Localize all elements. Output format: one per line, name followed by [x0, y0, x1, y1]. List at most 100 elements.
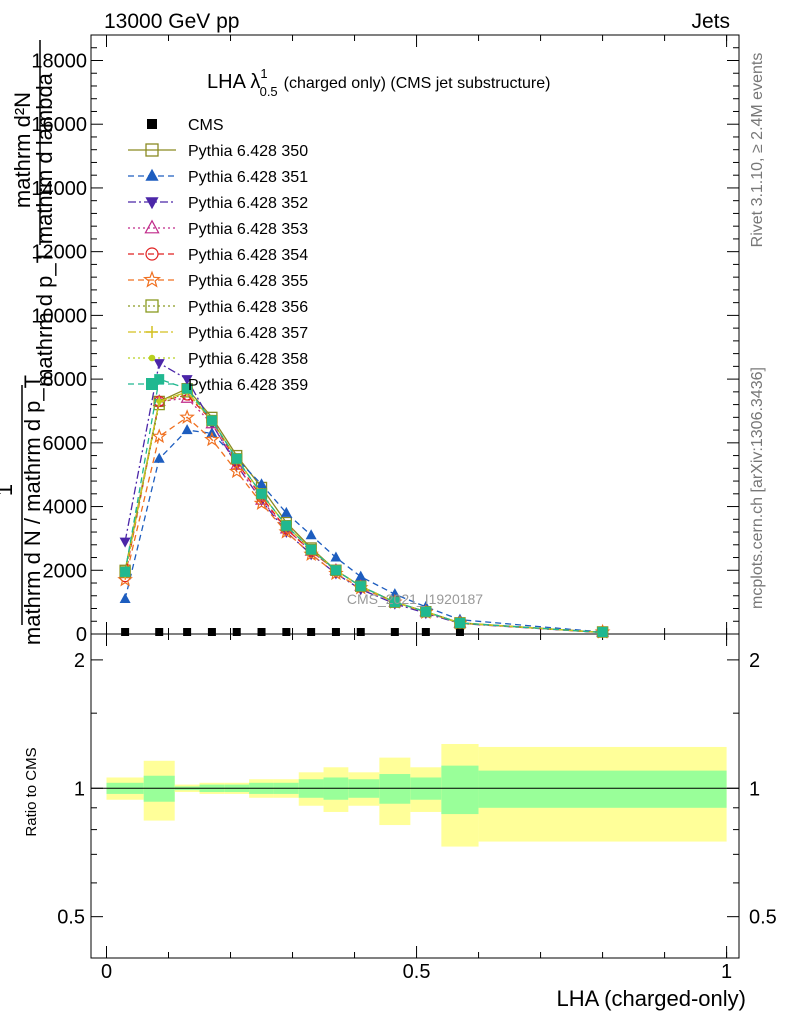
mcplots-label: mcplots.cern.ch [arXiv:1306.3436] [749, 367, 766, 609]
data-point [231, 453, 242, 464]
title-main: LHA λ [207, 71, 260, 93]
main-y-ticks: 0 2000 4000 6000 8000 10000 12000 14000 16000 180… [31, 34, 739, 646]
legend-marker [146, 378, 158, 390]
ratio-band-inner [379, 774, 411, 804]
main-y-tick-label: 18000 [31, 50, 87, 72]
plot-title: LHA λ1 0.5 (charged only) (CMS jet substru… [207, 66, 550, 99]
legend-label: Pythia 6.428 357 [188, 325, 308, 342]
series-10 [120, 374, 608, 637]
data-point [204, 431, 220, 447]
data-point [119, 537, 131, 548]
legend-marker [148, 354, 156, 362]
main-ylabel-bottom: mathrm d N / mathrm d p_T [20, 375, 45, 645]
ratio-band-group [106, 744, 727, 847]
ratio-band-inner [478, 770, 727, 808]
data-point [121, 628, 130, 636]
data-point [154, 374, 165, 385]
main-y-tick-label: 6000 [43, 433, 88, 455]
data-point [355, 581, 366, 592]
legend: CMS Pythia 6.428 350 Pythia 6.428 351 Pythi… [128, 117, 308, 394]
data-point [206, 415, 217, 426]
data-point [117, 571, 133, 587]
legend-marker [145, 299, 159, 313]
header-collision-label: 13000 GeV pp [104, 10, 239, 33]
legend-marker [147, 119, 157, 129]
data-point [421, 628, 430, 636]
legend-marker [145, 197, 159, 210]
legend-marker [145, 247, 159, 261]
data-point [389, 597, 400, 608]
data-point [390, 628, 399, 636]
main-y-tick-label: 0 [76, 624, 87, 646]
ratio-plot-frame [90, 633, 740, 959]
data-point [331, 628, 340, 636]
legend-marker [145, 143, 159, 157]
data-point [156, 398, 162, 405]
title-superscript: 1 [260, 66, 267, 81]
data-point [455, 628, 464, 636]
data-point [257, 628, 266, 636]
x-tick-label: 0.5 [403, 961, 431, 983]
main-y-tick-label: 12000 [31, 242, 87, 264]
data-point [305, 529, 317, 540]
legend-label: CMS [188, 117, 224, 134]
data-point [280, 506, 292, 517]
ratio-y-tick-label-right: 1 [749, 778, 760, 800]
ratio-y-tick-label: 1 [74, 778, 85, 800]
x-tick-label: 1 [721, 961, 732, 983]
title-subscript: 0.5 [260, 84, 278, 99]
ratio-y-ticks: 0.5 0.5 1 1 2 2 [57, 650, 777, 929]
rivet-version-label: Rivet 3.1.10, ≥ 2.4M events [749, 53, 766, 248]
legend-label: Pythia 6.428 355 [188, 273, 308, 290]
legend-label: Pythia 6.428 351 [188, 169, 308, 186]
data-point [281, 520, 292, 531]
legend-marker [142, 270, 162, 288]
main-ylabel-top: mathrm d²N [10, 92, 35, 208]
ratio-y-tick-label-right: 2 [749, 650, 760, 672]
legend-marker [146, 326, 158, 338]
data-point [282, 628, 291, 636]
x-axis-label: LHA (charged-only) [556, 986, 746, 1011]
data-point [207, 628, 216, 636]
data-point [356, 628, 365, 636]
legend-label: Pythia 6.428 350 [188, 143, 308, 160]
title-rest: (charged only) (CMS jet substructure) [284, 75, 551, 92]
data-point [355, 570, 367, 581]
series-line [124, 391, 603, 634]
analysis-watermark: CMS_2021_I1920187 [347, 591, 483, 607]
data-point [232, 628, 241, 636]
data-point [120, 566, 131, 577]
data-point [182, 383, 193, 394]
legend-label: Pythia 6.428 358 [188, 351, 308, 368]
data-point [597, 627, 608, 637]
data-point [181, 375, 193, 386]
data-point [181, 424, 193, 435]
main-ylabel-one: 1 [0, 484, 17, 496]
main-y-tick-label: 8000 [43, 369, 88, 391]
data-point [330, 551, 342, 562]
data-point [389, 588, 401, 599]
header-category-label: Jets [691, 10, 730, 33]
data-point [253, 495, 270, 510]
legend-label: Pythia 6.428 359 [188, 377, 308, 394]
data-point [183, 628, 192, 636]
main-y-tick-label: 4000 [43, 497, 88, 519]
data-point [307, 628, 316, 636]
ratio-band-inner [441, 765, 479, 815]
data-point [179, 409, 195, 424]
data-point [153, 359, 165, 370]
main-y-tick-label: 16000 [31, 114, 87, 136]
data-point [119, 592, 131, 603]
data-point [256, 478, 268, 489]
main-y-tick-label: 14000 [31, 178, 87, 200]
ratio-y-tick-label-right: 0.5 [749, 907, 777, 929]
series-group [117, 359, 611, 639]
x-tick-label: 0 [101, 961, 112, 983]
legend-label: Pythia 6.428 353 [188, 221, 308, 238]
legend-marker [144, 219, 160, 234]
legend-marker [145, 168, 159, 181]
series-0 [121, 628, 607, 636]
x-ticks: 0 0.5 1 [101, 35, 732, 983]
ratio-y-tick-label: 2 [74, 650, 85, 672]
